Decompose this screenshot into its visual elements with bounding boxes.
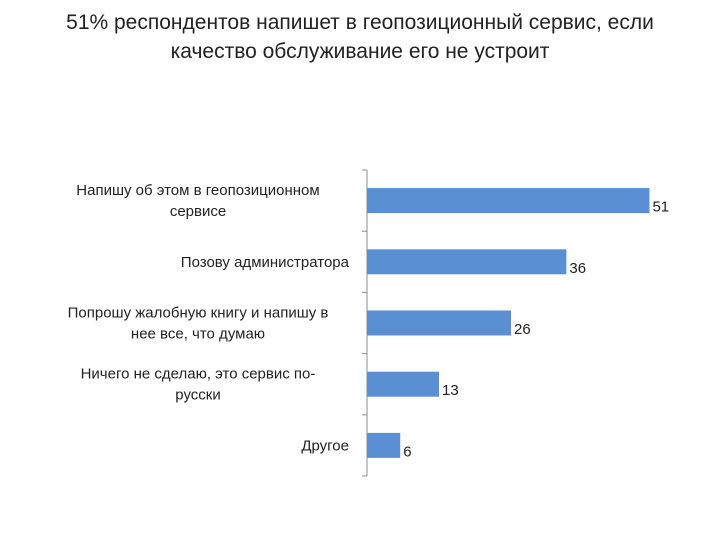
category-label-line: нее все, что думаю xyxy=(131,326,265,343)
category-label-line: Напишу об этом в геопозиционном xyxy=(76,182,319,199)
category-label-line: сервисе xyxy=(170,203,226,220)
category-label-line: русски xyxy=(175,387,220,404)
category-label-line: Позову администратора xyxy=(181,254,350,271)
chart-title-line-2: качество обслуживание его не устроит xyxy=(170,40,550,63)
category-label: Позову администратора xyxy=(181,254,350,271)
data-label: 36 xyxy=(569,260,586,277)
category-label: Ничего не сделаю, это сервис по-русски xyxy=(81,366,316,404)
chart-title: 51% респондентов напишет в геопозиционны… xyxy=(20,8,700,66)
category-label: Попрошу жалобную книгу и напишу в нее все… xyxy=(68,305,329,343)
bar xyxy=(367,310,511,336)
data-label: 26 xyxy=(514,321,531,338)
data-label: 51 xyxy=(652,199,669,216)
bar xyxy=(367,432,401,458)
category-label: Напишу об этом в геопозиционном сервисе xyxy=(76,182,319,220)
data-label: 13 xyxy=(442,382,459,399)
bar xyxy=(367,371,439,397)
category-label-line: Попрошу жалобную книгу и напишу в xyxy=(68,305,329,322)
chart-title-line-1: 51% респондентов напишет в геопозиционны… xyxy=(66,11,654,34)
bar xyxy=(367,188,650,214)
category-label-line: Ничего не сделаю, это сервис по- xyxy=(81,366,316,383)
category-label: Другое xyxy=(301,437,349,454)
category-label-line: Другое xyxy=(301,437,349,454)
bar xyxy=(367,249,567,275)
data-label: 6 xyxy=(403,443,411,460)
